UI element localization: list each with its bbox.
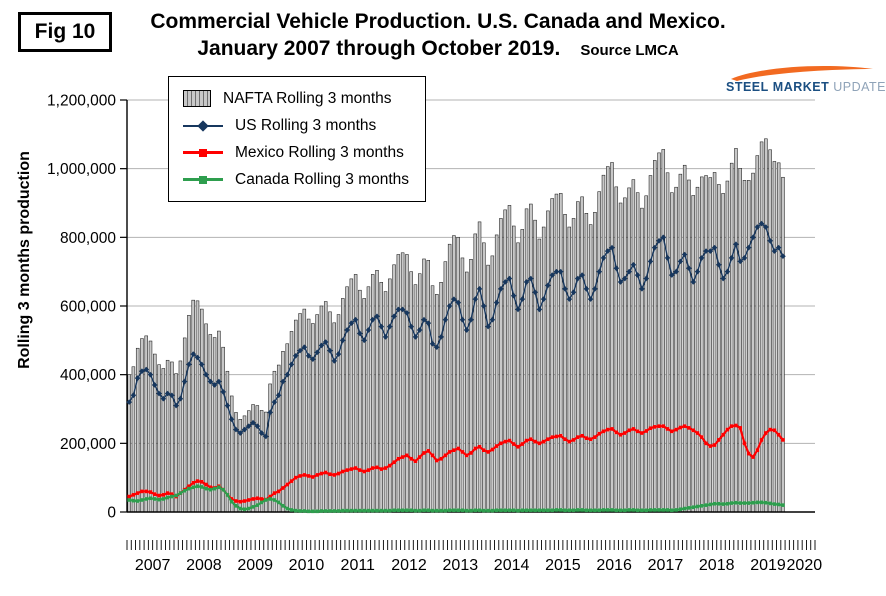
svg-text:2015: 2015 [545, 557, 581, 574]
svg-text:2014: 2014 [494, 557, 530, 574]
y-tick-labels: 0 200,000 400,000 600,000 800,000 1,000,000 1,… [47, 93, 116, 522]
svg-text:2007: 2007 [135, 557, 171, 574]
logo-text-update: UPDATE [833, 80, 886, 94]
svg-text:2019: 2019 [750, 557, 786, 574]
svg-text:2017: 2017 [648, 557, 684, 574]
svg-text:2009: 2009 [237, 557, 273, 574]
svg-text:400,000: 400,000 [60, 367, 116, 384]
legend-item-us: US Rolling 3 months [183, 112, 409, 139]
us-line-swatch-icon [183, 119, 223, 133]
chart-title: Commercial Vehicle Production. U.S. Cana… [108, 8, 768, 64]
logo-text-steel: STEEL [726, 80, 769, 94]
svg-text:800,000: 800,000 [60, 230, 116, 247]
svg-text:1,200,000: 1,200,000 [47, 93, 116, 110]
chart-source-label: Source LMCA [580, 42, 679, 59]
legend-item-canada: Canada Rolling 3 months [183, 166, 409, 193]
chart-title-date-range: January 2007 through October 2019. [197, 37, 561, 60]
svg-text:2020: 2020 [787, 557, 823, 574]
logo-swoosh-icon [731, 66, 873, 81]
steel-market-update-logo: STEEL MARKET UPDATE [726, 64, 886, 94]
canada-line [127, 484, 785, 514]
legend-label-nafta: NAFTA Rolling 3 months [223, 89, 392, 107]
chart-title-line2: January 2007 through October 2019. Sourc… [108, 36, 768, 64]
chart-title-line1: Commercial Vehicle Production. U.S. Cana… [150, 10, 726, 33]
legend-label-mexico: Mexico Rolling 3 months [235, 143, 404, 161]
svg-text:2018: 2018 [699, 557, 735, 574]
chart-legend: NAFTA Rolling 3 months US Rolling 3 mont… [168, 76, 427, 202]
legend-label-us: US Rolling 3 months [235, 116, 377, 134]
svg-text:2012: 2012 [391, 557, 427, 574]
svg-text:200,000: 200,000 [60, 436, 116, 453]
svg-text:2013: 2013 [443, 557, 479, 574]
figure-number-label: Fig 10 [34, 20, 96, 43]
nafta-bar-swatch-icon [183, 90, 211, 107]
svg-text:600,000: 600,000 [60, 299, 116, 316]
canada-line-swatch-icon [183, 173, 223, 187]
figure-number-box: Fig 10 [18, 12, 112, 52]
svg-text:0: 0 [107, 505, 116, 522]
logo-text-market: MARKET [772, 80, 830, 94]
mexico-line [127, 423, 785, 504]
logo-text: STEEL MARKET UPDATE [726, 80, 886, 94]
svg-text:2011: 2011 [341, 557, 376, 574]
svg-text:2010: 2010 [289, 557, 325, 574]
legend-item-mexico: Mexico Rolling 3 months [183, 139, 409, 166]
y-axis-title: Rolling 3 months production [16, 151, 33, 369]
mexico-line-swatch-icon [183, 146, 223, 160]
legend-item-nafta: NAFTA Rolling 3 months [183, 85, 409, 112]
svg-text:1,000,000: 1,000,000 [47, 161, 116, 178]
svg-text:2016: 2016 [596, 557, 632, 574]
month-ticks [126, 540, 816, 550]
svg-text:2008: 2008 [186, 557, 222, 574]
legend-label-canada: Canada Rolling 3 months [235, 170, 410, 188]
us-line [126, 220, 786, 440]
x-year-labels: 2007 2008 2009 2010 2011 2012 2013 2014 2015 2016… [135, 557, 822, 574]
